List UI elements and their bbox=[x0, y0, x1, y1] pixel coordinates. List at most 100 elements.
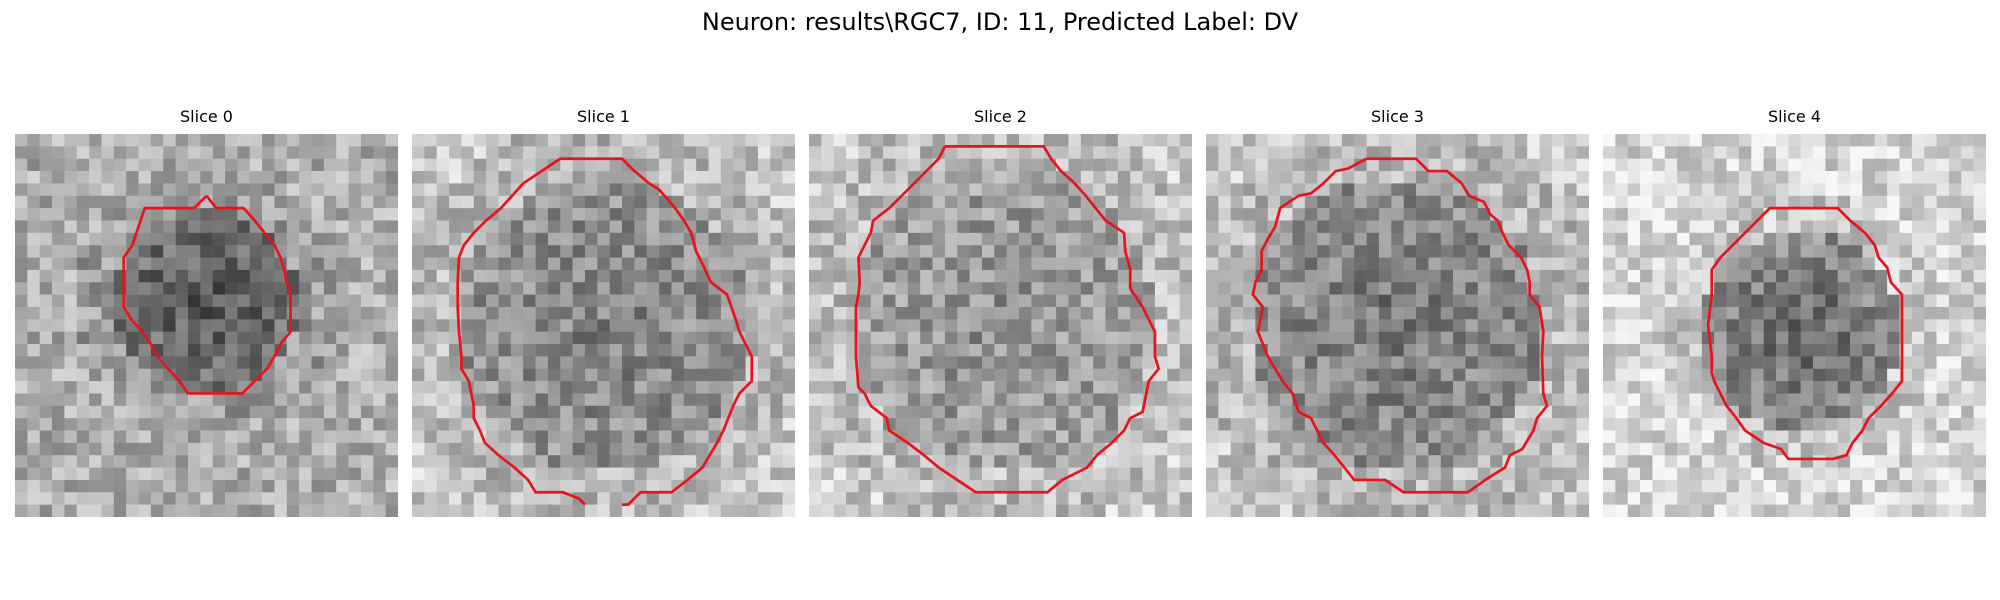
pixel bbox=[1948, 455, 1962, 468]
pixel bbox=[1267, 405, 1281, 419]
pixel bbox=[1280, 331, 1293, 345]
pixel bbox=[1527, 492, 1540, 505]
pixel bbox=[473, 171, 487, 184]
pixel bbox=[1440, 368, 1454, 382]
pixel bbox=[1031, 306, 1044, 320]
pixel bbox=[523, 220, 536, 234]
pixel bbox=[683, 467, 697, 481]
pixel bbox=[1416, 430, 1429, 444]
pixel bbox=[646, 294, 660, 308]
pixel bbox=[1006, 257, 1020, 271]
pixel bbox=[286, 171, 300, 184]
pixel bbox=[1576, 269, 1589, 283]
pixel bbox=[1775, 269, 1789, 283]
pixel bbox=[770, 294, 783, 308]
pixel bbox=[1924, 134, 1937, 147]
pixel bbox=[225, 430, 238, 444]
pixel bbox=[609, 294, 623, 308]
pixel bbox=[360, 455, 374, 468]
pixel bbox=[311, 393, 325, 407]
pixel bbox=[969, 455, 983, 468]
pixel bbox=[870, 504, 884, 517]
pixel bbox=[833, 331, 847, 345]
pixel bbox=[1031, 208, 1044, 221]
pixel bbox=[932, 306, 946, 320]
pixel bbox=[1677, 344, 1690, 357]
pixel bbox=[76, 381, 90, 394]
pixel bbox=[809, 368, 822, 382]
pixel bbox=[486, 171, 499, 184]
pixel bbox=[1948, 257, 1962, 271]
pixel bbox=[64, 356, 78, 369]
pixel bbox=[1551, 319, 1565, 332]
pixel bbox=[1813, 455, 1826, 468]
pixel bbox=[1948, 282, 1962, 295]
pixel bbox=[932, 430, 946, 444]
pixel bbox=[745, 418, 759, 431]
pixel bbox=[1961, 208, 1974, 221]
pixel bbox=[1738, 467, 1752, 481]
pixel bbox=[1911, 195, 1925, 209]
pixel bbox=[1243, 306, 1256, 320]
pixel bbox=[323, 479, 337, 493]
pixel bbox=[1280, 405, 1293, 419]
pixel bbox=[89, 319, 102, 332]
pixel bbox=[1564, 158, 1577, 172]
pixel bbox=[1403, 134, 1417, 147]
pixel bbox=[299, 356, 312, 369]
pixel bbox=[212, 183, 226, 197]
pixel bbox=[249, 294, 263, 308]
pixel bbox=[622, 171, 635, 184]
pixel bbox=[336, 393, 349, 407]
pixel bbox=[870, 195, 884, 209]
pixel bbox=[150, 430, 164, 444]
pixel bbox=[745, 344, 759, 357]
pixel bbox=[572, 306, 586, 320]
pixel bbox=[1068, 319, 1082, 332]
pixel bbox=[1105, 356, 1119, 369]
pixel bbox=[1366, 381, 1380, 394]
pixel bbox=[461, 183, 475, 197]
pixel bbox=[1948, 504, 1962, 517]
pixel bbox=[1280, 232, 1293, 246]
pixel bbox=[1093, 245, 1106, 258]
pixel bbox=[15, 220, 28, 234]
pixel bbox=[27, 344, 40, 357]
pixel bbox=[782, 381, 795, 394]
pixel bbox=[782, 146, 795, 159]
pixel bbox=[113, 208, 127, 221]
pixel bbox=[1788, 269, 1801, 283]
pixel bbox=[535, 368, 549, 382]
pixel bbox=[1068, 282, 1082, 295]
pixel bbox=[1664, 195, 1678, 209]
pixel bbox=[150, 418, 164, 431]
pixel bbox=[1292, 430, 1306, 444]
pixel bbox=[1576, 319, 1589, 332]
pixel bbox=[609, 208, 623, 221]
pixel bbox=[1539, 134, 1553, 147]
pixel bbox=[969, 282, 983, 295]
pixel bbox=[311, 479, 325, 493]
pixel bbox=[89, 171, 102, 184]
pixel bbox=[1167, 479, 1180, 493]
pixel bbox=[1813, 492, 1826, 505]
pixel bbox=[1130, 492, 1143, 505]
pixel bbox=[1973, 368, 1986, 382]
pixel bbox=[76, 269, 90, 283]
pixel bbox=[994, 442, 1007, 456]
pixel bbox=[1751, 245, 1764, 258]
pixel bbox=[1751, 381, 1764, 394]
pixel bbox=[1329, 344, 1343, 357]
pixel bbox=[1911, 319, 1925, 332]
pixel bbox=[424, 183, 437, 197]
pixel bbox=[1603, 183, 1616, 197]
pixel bbox=[782, 479, 795, 493]
pixel bbox=[1899, 442, 1913, 456]
pixel bbox=[622, 368, 635, 382]
pixel bbox=[1862, 134, 1876, 147]
pixel bbox=[944, 171, 958, 184]
pixel bbox=[1354, 282, 1367, 295]
pixel bbox=[1280, 356, 1293, 369]
pixel bbox=[1218, 418, 1231, 431]
pixel bbox=[1627, 282, 1641, 295]
